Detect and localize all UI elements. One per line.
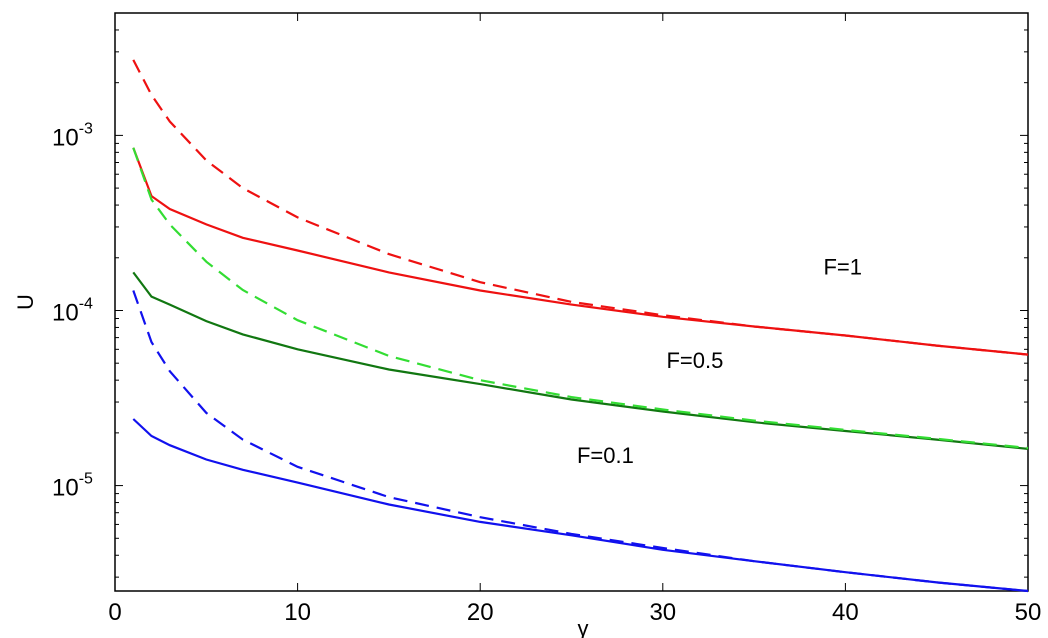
- y-tick-label: 10-5: [52, 471, 93, 502]
- annotation-label: F=0.5: [666, 348, 723, 373]
- series-lines: [132, 59, 1029, 593]
- series-line-f-0-1-dashed: [132, 290, 1029, 593]
- x-tick-label: 40: [832, 599, 859, 626]
- y-axis-label: U: [13, 294, 38, 310]
- series-line-f-1-dashed: [132, 59, 1029, 356]
- x-tick-label: 0: [108, 599, 121, 626]
- y-tick-label: 10-3: [52, 120, 93, 151]
- x-axis-label: γ: [578, 616, 589, 638]
- x-tick-label: 30: [649, 599, 676, 626]
- series-line-f-0-5-dashed: [132, 147, 1029, 450]
- y-tick-label: 10-4: [52, 295, 93, 326]
- y-tick-labels: 10-5 10-4 10-3: [52, 120, 93, 501]
- annotations: F=1 F=0.5 F=0.1: [577, 255, 862, 468]
- plot-area: [114, 12, 1029, 592]
- axis-ticks: [114, 12, 1029, 591]
- annotation-label: F=0.1: [577, 443, 634, 468]
- x-tick-label: 10: [284, 599, 311, 626]
- x-tick-label: 20: [467, 599, 494, 626]
- x-tick-labels: 0 10 20 30 40 50: [108, 599, 1041, 626]
- annotation-label: F=1: [823, 255, 862, 280]
- series-line-f-0-5-solid: [132, 271, 1029, 450]
- x-tick-label: 50: [1015, 599, 1042, 626]
